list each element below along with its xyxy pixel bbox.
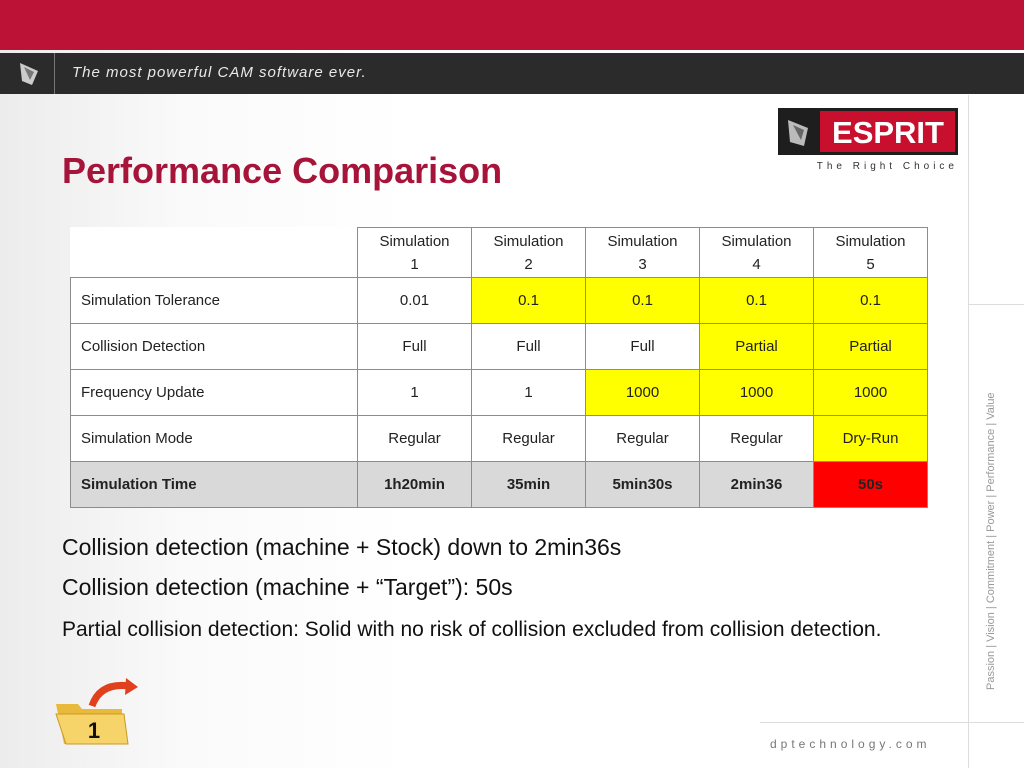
cell: 2min36 (699, 461, 814, 508)
cell: 5min30s (585, 461, 700, 508)
bullet: Collision detection (machine + “Target”)… (62, 574, 513, 600)
divider (760, 722, 1024, 723)
slide-title: Performance Comparison (62, 150, 503, 191)
cell: 1000 (585, 369, 700, 416)
blank-cell (70, 227, 358, 278)
logo-name: ESPRIT (832, 115, 944, 150)
column-header-text: Simulation 4 (721, 232, 792, 273)
row-label: Simulation Tolerance (70, 277, 358, 324)
cell: Full (471, 323, 586, 370)
logo: ESPRIT (778, 108, 958, 155)
column-header: Simulation 1 (357, 227, 472, 278)
row: Simulation Mode Regular Regular Regular … (70, 415, 928, 462)
cell: 0.01 (357, 277, 472, 324)
folder-icon: 1 (55, 678, 138, 745)
cell: Regular (585, 415, 700, 462)
row: Collision Detection Full Full Full Parti… (70, 323, 928, 370)
cell: Dry-Run (813, 415, 928, 462)
row: Frequency Update 1 1 1000 1000 1000 (70, 369, 928, 416)
column-header: Simulation 3 (585, 227, 700, 278)
cell: 35min (471, 461, 586, 508)
row: Simulation Tolerance 0.01 0.1 0.1 0.1 0.… (70, 277, 928, 324)
logo-slogan: The Right Choice (816, 161, 958, 172)
bullet: Collision detection (machine + Stock) do… (62, 534, 622, 560)
cell: 1h20min (357, 461, 472, 508)
cell: Regular (357, 415, 472, 462)
red-band (0, 0, 1024, 50)
cell: 1 (471, 369, 586, 416)
tagline: The most powerful CAM software ever. (72, 64, 367, 81)
comparison-table: Simulation 1 Simulation 2 Simulation 3 S… (70, 227, 928, 508)
row-label: Simulation Mode (70, 415, 358, 462)
row-label: Frequency Update (70, 369, 358, 416)
header-row: Simulation 1 Simulation 2 Simulation 3 S… (70, 227, 928, 278)
divider (968, 304, 1024, 305)
cell: 0.1 (813, 277, 928, 324)
bar-separator (54, 53, 55, 94)
cell: 1 (357, 369, 472, 416)
row-label: Collision Detection (70, 323, 358, 370)
cell: Regular (699, 415, 814, 462)
side-text: Passion | Vision | Commitment | Power | … (985, 392, 997, 690)
column-header: Simulation 2 (471, 227, 586, 278)
cell: 1000 (699, 369, 814, 416)
cell: 0.1 (471, 277, 586, 324)
cell: 50s (813, 461, 928, 508)
icon-number: 1 (88, 718, 100, 743)
row-label: Simulation Time (70, 461, 358, 508)
bullet: Partial collision detection: Solid with … (62, 618, 882, 641)
dark-bar (0, 53, 1024, 94)
row: Simulation Time 1h20min 35min 5min30s 2m… (70, 461, 928, 508)
cell: 1000 (813, 369, 928, 416)
footer: dptechnology.com (770, 737, 931, 751)
cell: 0.1 (585, 277, 700, 324)
cell: Partial (699, 323, 814, 370)
column-header: Simulation 5 (813, 227, 928, 278)
column-header-text: Simulation 2 (493, 232, 564, 273)
column-header: Simulation 4 (699, 227, 814, 278)
cell: Regular (471, 415, 586, 462)
cell: Partial (813, 323, 928, 370)
cell: 0.1 (699, 277, 814, 324)
column-header-text: Simulation 5 (835, 232, 906, 273)
column-header-text: Simulation 3 (607, 232, 678, 273)
divider (968, 95, 969, 768)
bar-icon (20, 63, 38, 85)
column-header-text: Simulation 1 (379, 232, 450, 273)
cell: Full (357, 323, 472, 370)
cell: Full (585, 323, 700, 370)
